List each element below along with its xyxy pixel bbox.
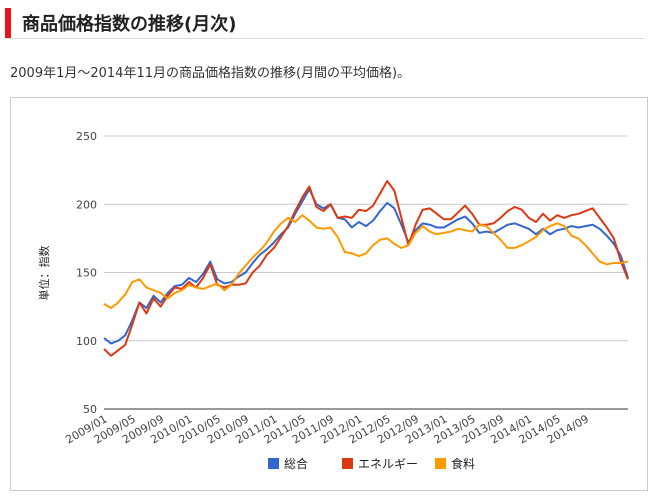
legend-label: 食料 xyxy=(451,456,475,471)
header-accent-bar xyxy=(5,8,11,38)
legend-swatch xyxy=(342,458,353,469)
chart-caption: 2009年1月～2014年11月の商品価格指数の推移(月間の平均価格)。 xyxy=(10,66,411,81)
legend-label: エネルギー xyxy=(358,457,418,471)
legend-swatch xyxy=(268,458,279,469)
page-title: 商品価格指数の推移(月次) xyxy=(22,14,237,35)
legend-swatch xyxy=(435,458,446,469)
y-tick-label: 100 xyxy=(76,335,97,348)
section-header: 商品価格指数の推移(月次) xyxy=(5,8,645,39)
y-axis-label: 単位：指数 xyxy=(37,246,51,301)
line-chart: 25020015010050単位：指数2009/012009/052009/09… xyxy=(37,130,629,471)
series-line xyxy=(103,188,629,345)
y-tick-label: 200 xyxy=(76,198,97,211)
y-tick-label: 50 xyxy=(83,403,97,416)
y-tick-label: 250 xyxy=(76,130,97,143)
series-line xyxy=(103,180,629,357)
legend-label: 総合 xyxy=(284,456,308,471)
series-line xyxy=(103,214,629,309)
chart-container: 250 200 150 100 50 単位：指数 2009/01 2009/05 2009/09… xyxy=(10,97,648,491)
y-tick-label: 150 xyxy=(76,267,97,280)
